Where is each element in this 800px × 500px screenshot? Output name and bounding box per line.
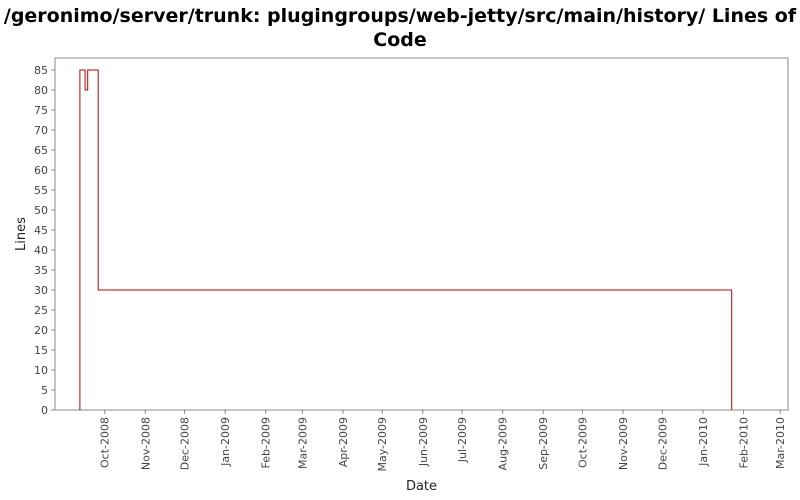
series-line — [79, 69, 733, 410]
y-tick-label: 35 — [34, 264, 48, 277]
x-tick-label: Jul-2009 — [456, 417, 469, 463]
x-tick-label: Feb-2010 — [737, 417, 750, 468]
x-tick-label: Jan-2010 — [697, 417, 710, 467]
y-tick-label: 5 — [41, 384, 48, 397]
y-axis-label: Lines — [14, 217, 29, 251]
x-tick-label: Jun-2009 — [417, 417, 430, 467]
y-tick-label: 25 — [34, 304, 48, 317]
plot-area — [54, 57, 789, 411]
y-tick-label: 85 — [34, 64, 48, 77]
y-axis: 0 5 10 15 20 25 30 35 40 45 50 55 60 65 70 75 80 85 — [34, 64, 55, 417]
y-tick-label: 0 — [41, 404, 48, 417]
x-axis-label: Date — [406, 479, 437, 494]
y-tick-label: 70 — [34, 124, 48, 137]
y-tick-label: 40 — [34, 244, 48, 257]
y-tick-label: 80 — [34, 84, 48, 97]
x-tick-label: Aug-2009 — [497, 417, 510, 470]
y-tick-label: 30 — [34, 284, 48, 297]
series-layer — [79, 69, 733, 410]
x-tick-label: Jan-2009 — [219, 417, 232, 467]
y-tick-label: 20 — [34, 324, 48, 337]
x-tick-label: Mar-2010 — [774, 417, 787, 469]
x-tick-label: Mar-2009 — [296, 417, 309, 469]
x-tick-label: Dec-2009 — [656, 417, 669, 470]
y-tick-label: 75 — [34, 104, 48, 117]
y-tick-label: 45 — [34, 224, 48, 237]
x-tick-label: Apr-2009 — [337, 417, 350, 467]
x-tick-label: Sep-2009 — [537, 417, 550, 470]
chart-title: /geronimo/server/trunk: plugingroups/web… — [3, 5, 797, 51]
x-tick-label: Oct-2008 — [99, 417, 112, 468]
y-tick-label: 15 — [34, 344, 48, 357]
x-tick-label: Nov-2009 — [617, 417, 630, 470]
y-tick-label: 10 — [34, 364, 48, 377]
x-tick-label: May-2009 — [376, 417, 389, 472]
x-tick-label: Feb-2009 — [260, 417, 273, 468]
y-tick-label: 60 — [34, 164, 48, 177]
x-tick-label: Dec-2008 — [179, 417, 192, 470]
x-tick-label: Oct-2009 — [576, 417, 589, 468]
y-tick-label: 65 — [34, 144, 48, 157]
y-tick-label: 55 — [34, 184, 48, 197]
y-tick-label: 50 — [34, 204, 48, 217]
x-tick-label: Nov-2008 — [139, 417, 152, 470]
x-axis: Oct-2008 Nov-2008 Dec-2008 Jan-2009 Feb-2009… — [99, 410, 787, 472]
